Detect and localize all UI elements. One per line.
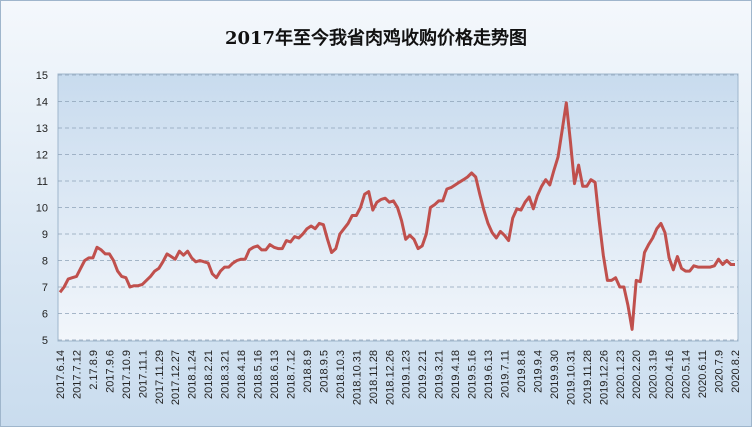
x-tick-label: 2018.11.28 <box>368 350 380 404</box>
x-tick-label: 2020.4.16 <box>664 350 676 399</box>
y-tick-label: 15 <box>36 70 48 82</box>
x-tick-label: 2019.6.13 <box>483 350 495 399</box>
x-tick-label: 2017.12.27 <box>170 350 182 405</box>
x-tick-label: 2018.6.13 <box>269 350 281 399</box>
x-tick-label: 2018.2.21 <box>203 350 215 399</box>
x-tick-label: 2019.7.11 <box>500 350 512 398</box>
x-tick-label: 2019.2.21 <box>417 350 429 399</box>
x-tick-label: 2017.11.1 <box>137 350 149 398</box>
y-tick-label: 6 <box>42 309 48 321</box>
price-line <box>58 101 735 331</box>
x-tick-label: 2018.5.16 <box>253 350 265 399</box>
y-tick-label: 7 <box>42 282 48 294</box>
x-tick-label: 2019.1.23 <box>401 350 413 399</box>
y-tick-label: 14 <box>36 97 48 109</box>
x-tick-label: 2018.10.3 <box>335 350 347 399</box>
x-tick-label: 2017.9.6 <box>104 350 116 393</box>
x-tick-label: 2019.3.21 <box>434 350 446 399</box>
x-tick-label: 2019.12.26 <box>598 350 610 405</box>
x-tick-label: 2019.9.4 <box>532 350 544 393</box>
y-tick-label: 8 <box>42 256 48 268</box>
x-tick-label: 2019.4.18 <box>450 350 462 399</box>
y-tick-label: 11 <box>37 176 48 188</box>
x-tick-label: 2018.1.24 <box>187 350 199 399</box>
x-tick-label: 2017.6.14 <box>55 350 67 399</box>
x-tick-label: 2019.9.30 <box>549 350 561 399</box>
y-tick-label: 13 <box>36 123 48 135</box>
x-tick-label: 2020.6.11 <box>697 350 709 398</box>
y-tick-label: 12 <box>36 150 48 162</box>
x-tick-label: 2019.8.8 <box>516 350 528 393</box>
x-tick-label: 2020.3.19 <box>648 350 660 399</box>
x-tick-label: 2018.8.9 <box>302 350 314 393</box>
x-tick-label: 2020.2.20 <box>631 350 643 399</box>
x-tick-label: 2017.10.9 <box>121 350 133 399</box>
x-tick-label: 2019.10.31 <box>565 350 577 405</box>
x-tick-label: 2018.10.31 <box>351 350 363 405</box>
x-tick-label: 2017.11.29 <box>154 350 166 404</box>
x-tick-label: 2018.3.21 <box>220 350 232 399</box>
x-tick-label: 2019.5.16 <box>467 350 479 399</box>
x-tick-label: 2020.7.9 <box>714 350 726 393</box>
x-tick-label: 2017.7.12 <box>71 350 83 399</box>
chart-title: 2017年至今我省肉鸡收购价格走势图 <box>225 27 527 49</box>
y-tick-label: 10 <box>36 203 48 215</box>
x-tick-label: 2020.8.2 <box>730 350 742 393</box>
x-tick-label: 2020.1.23 <box>615 350 627 399</box>
x-tick-label: 2018.12.26 <box>384 350 396 405</box>
y-tick-label: 5 <box>42 335 48 347</box>
x-tick-label: 2018.7.12 <box>285 350 297 399</box>
x-tick-label: 2019.11.28 <box>582 350 594 404</box>
y-tick-label: 9 <box>42 229 48 241</box>
x-tick-label: 2018.4.18 <box>236 350 248 399</box>
x-tick-label: 2020.5.14 <box>681 350 693 399</box>
x-tick-label: 2018.9.5 <box>318 350 330 393</box>
x-tick-label: 2.17.8.9 <box>88 350 100 390</box>
